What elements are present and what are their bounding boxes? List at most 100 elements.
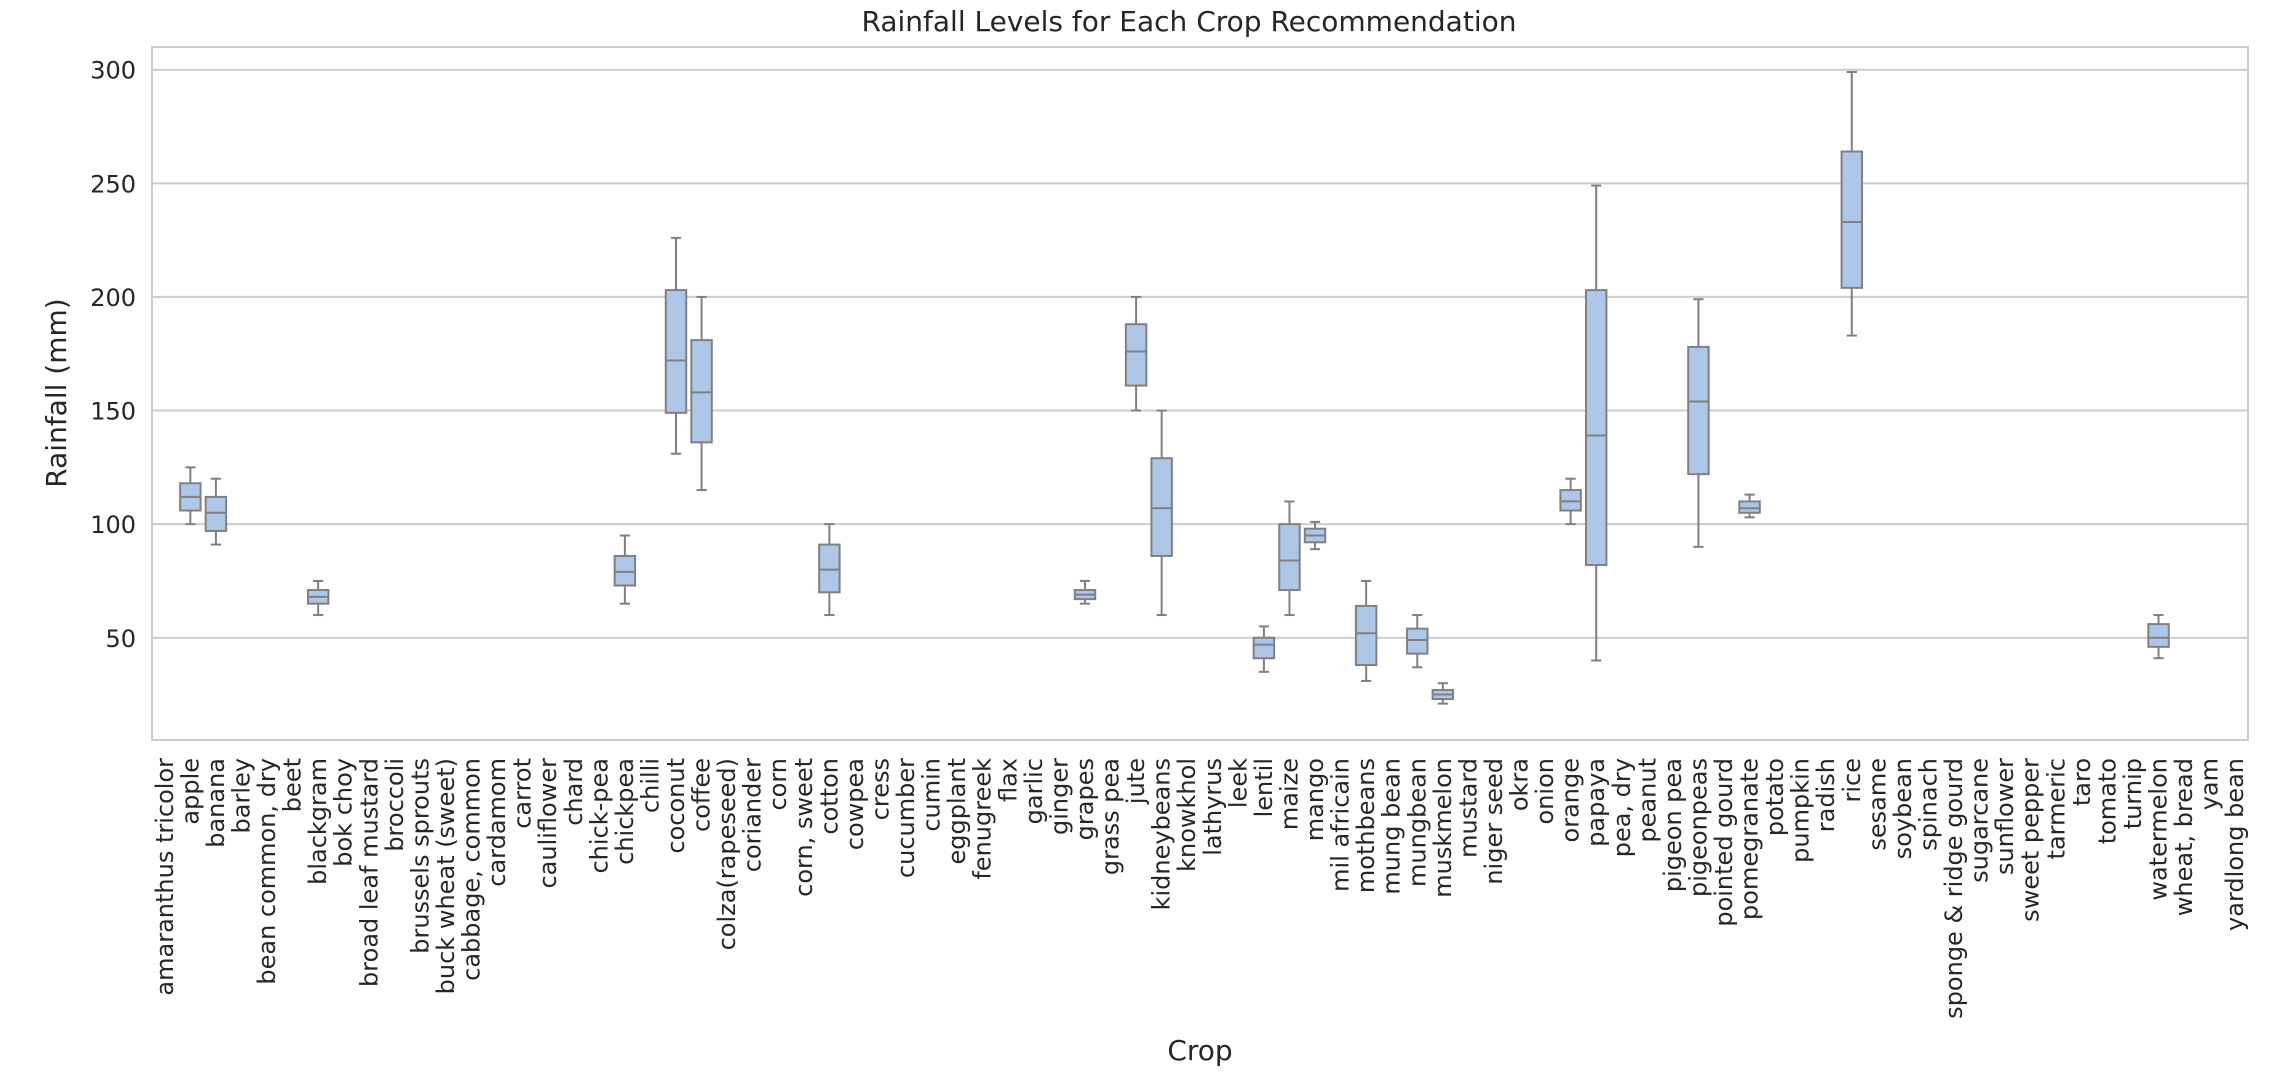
x-tick-label: pointed gourd	[1710, 758, 1738, 927]
box-papaya	[1584, 184, 1608, 662]
x-tick-label: muskmelon	[1429, 758, 1457, 898]
x-tick-label: beet	[279, 758, 307, 812]
x-tick-label: peanut	[1633, 758, 1661, 843]
iqr-box	[1278, 523, 1301, 592]
x-tick-label: bean common, dry	[253, 758, 281, 985]
x-tick-label: yam	[2196, 758, 2224, 810]
x-tick-label: carrot	[509, 758, 537, 829]
iqr-box	[1150, 457, 1173, 557]
x-tick-label: cauliflower	[534, 758, 562, 889]
y-tick-label: 100	[90, 511, 136, 539]
x-tick-label: lentil	[1250, 758, 1278, 817]
iqr-box	[1354, 604, 1378, 667]
boxes	[179, 70, 2170, 705]
iqr-box	[1559, 489, 1582, 512]
x-tick-label: corn	[764, 758, 792, 811]
box-maize	[1278, 500, 1301, 617]
x-tick-label: coriander	[739, 758, 767, 872]
x-tick-label: onion	[1531, 758, 1559, 824]
x-tick-label: pumpkin	[1787, 758, 1815, 863]
x-tick-label: coconut	[662, 758, 690, 854]
x-tick-label: radish	[1812, 758, 1840, 832]
box-cotton	[818, 523, 841, 617]
x-tick-label: spinach	[1914, 758, 1942, 851]
iqr-box	[1687, 345, 1710, 476]
box-apple	[179, 466, 202, 526]
box-blackgram	[306, 579, 330, 617]
x-tick-label: tomato	[2093, 758, 2121, 844]
x-tick-label: broad leaf mustard	[355, 758, 383, 987]
iqr-box	[2147, 623, 2170, 648]
chart-title: Rainfall Levels for Each Crop Recommenda…	[862, 5, 1517, 38]
box-mango	[1303, 520, 1327, 551]
x-tick-label: tarmeric	[2042, 758, 2070, 859]
iqr-box	[1738, 500, 1761, 514]
iqr-box	[1584, 289, 1608, 567]
x-tick-label: potato	[1761, 758, 1789, 836]
x-tick-label: cotton	[815, 758, 843, 835]
x-tick-label: pigeon pea	[1659, 758, 1687, 892]
x-tick-label: chilli	[636, 758, 664, 813]
iqr-box	[818, 543, 841, 594]
x-tick-label: corn, sweet	[790, 758, 818, 897]
y-tick-label: 150	[90, 398, 136, 426]
x-tick-label: amaranthus tricolor	[151, 758, 179, 996]
x-tick-label: barley	[227, 758, 255, 833]
x-tick-label: broccoli	[381, 758, 409, 852]
y-axis-ticks: 50 100 150 200 250 300	[90, 57, 136, 653]
box-jute	[1124, 295, 1148, 412]
x-tick-label: knowkhol	[1173, 758, 1201, 872]
x-tick-label: flax	[994, 758, 1022, 802]
box-chickpea	[613, 534, 637, 605]
x-tick-label: rice	[1838, 758, 1866, 803]
x-tick-label: sponge & ridge gourd	[1940, 758, 1968, 1019]
gridlines	[152, 68, 2248, 639]
x-tick-label: grapes	[1071, 758, 1099, 840]
x-tick-label: cowpea	[841, 758, 869, 850]
x-tick-label: watermelon	[2145, 758, 2173, 901]
x-tick-label: orange	[1557, 758, 1585, 842]
x-tick-label: chickpea	[611, 758, 639, 865]
x-tick-label: mango	[1301, 758, 1329, 841]
iqr-box	[1124, 323, 1148, 387]
box-banana	[204, 477, 228, 546]
box-coffee	[690, 295, 713, 492]
x-tick-label: coffee	[688, 758, 716, 832]
x-tick-label: pea, dry	[1608, 758, 1636, 857]
box-mothbeans	[1354, 579, 1378, 682]
box-lentil	[1252, 625, 1276, 673]
iqr-box	[204, 495, 228, 532]
x-tick-label: cumin	[918, 758, 946, 832]
x-tick-label: soybean	[1889, 758, 1917, 859]
x-tick-label: sesame	[1863, 758, 1891, 851]
x-tick-label: chick-pea	[585, 758, 613, 874]
iqr-box	[664, 289, 688, 414]
x-tick-label: turnip	[2119, 758, 2147, 829]
x-tick-label: chard	[560, 758, 588, 826]
box-muskmelon	[1431, 682, 1455, 705]
y-tick-label: 300	[90, 57, 136, 85]
box-grapes	[1073, 579, 1097, 605]
x-tick-label: pigeonpeas	[1684, 758, 1712, 897]
box-mungbean	[1406, 614, 1429, 669]
x-axis-label: Crop	[1167, 1034, 1232, 1067]
x-tick-label: papaya	[1582, 758, 1610, 847]
x-tick-label: bok choy	[330, 758, 358, 867]
x-tick-label: grass pea	[1097, 758, 1125, 875]
y-tick-label: 250	[90, 170, 136, 198]
x-tick-label: kidneybeans	[1148, 758, 1176, 910]
x-axis-ticks: amaranthus tricolorapplebananabarleybean…	[151, 758, 2249, 1019]
y-tick-label: 200	[90, 284, 136, 312]
x-tick-label: cabbage, common	[458, 758, 486, 981]
x-tick-label: lathyrus	[1199, 758, 1227, 856]
x-tick-label: apple	[176, 758, 204, 825]
x-tick-label: garlic	[1020, 758, 1048, 824]
box-orange	[1559, 477, 1582, 526]
x-tick-label: mothbeans	[1352, 758, 1380, 893]
x-tick-label: taro	[2068, 758, 2096, 806]
x-tick-label: sunflower	[1991, 758, 2019, 875]
x-tick-label: sugarcane	[1966, 758, 1994, 883]
iqr-box	[1840, 150, 1864, 289]
x-tick-label: ginger	[1045, 758, 1073, 835]
